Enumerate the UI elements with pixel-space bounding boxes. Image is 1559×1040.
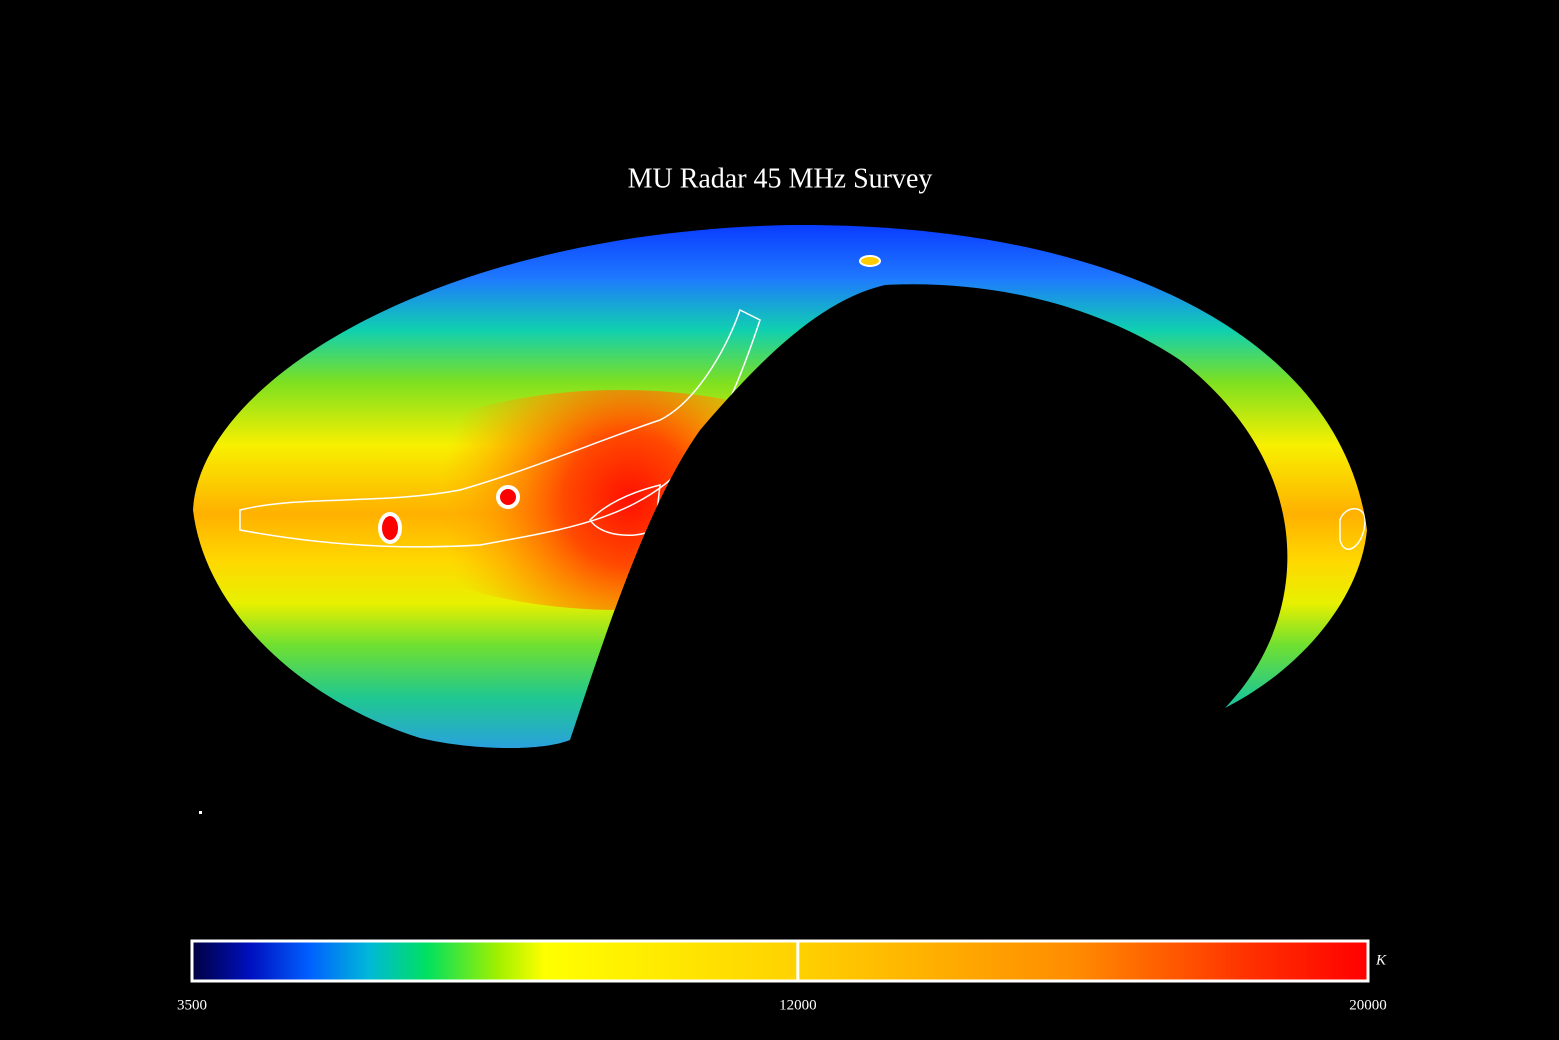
- colorbar-scale: [190, 939, 1370, 983]
- colorbar: K: [190, 939, 1387, 983]
- contour: [239, 308, 761, 548]
- sky-map: [193, 224, 1367, 749]
- sky-emission: [193, 224, 1367, 749]
- contour: [1339, 508, 1366, 550]
- radio-source: [859, 255, 881, 267]
- colorbar-tick-label: 20000: [1349, 997, 1387, 1013]
- speck: [199, 811, 202, 814]
- radio-source: [496, 485, 520, 509]
- colorbar-tick-label: 12000: [779, 997, 817, 1013]
- radio-source: [378, 512, 402, 544]
- colorbar-tick-label: 3500: [177, 997, 207, 1013]
- colorbar-unit: K: [1375, 952, 1387, 968]
- map-title: MU Radar 45 MHz Survey: [628, 163, 933, 194]
